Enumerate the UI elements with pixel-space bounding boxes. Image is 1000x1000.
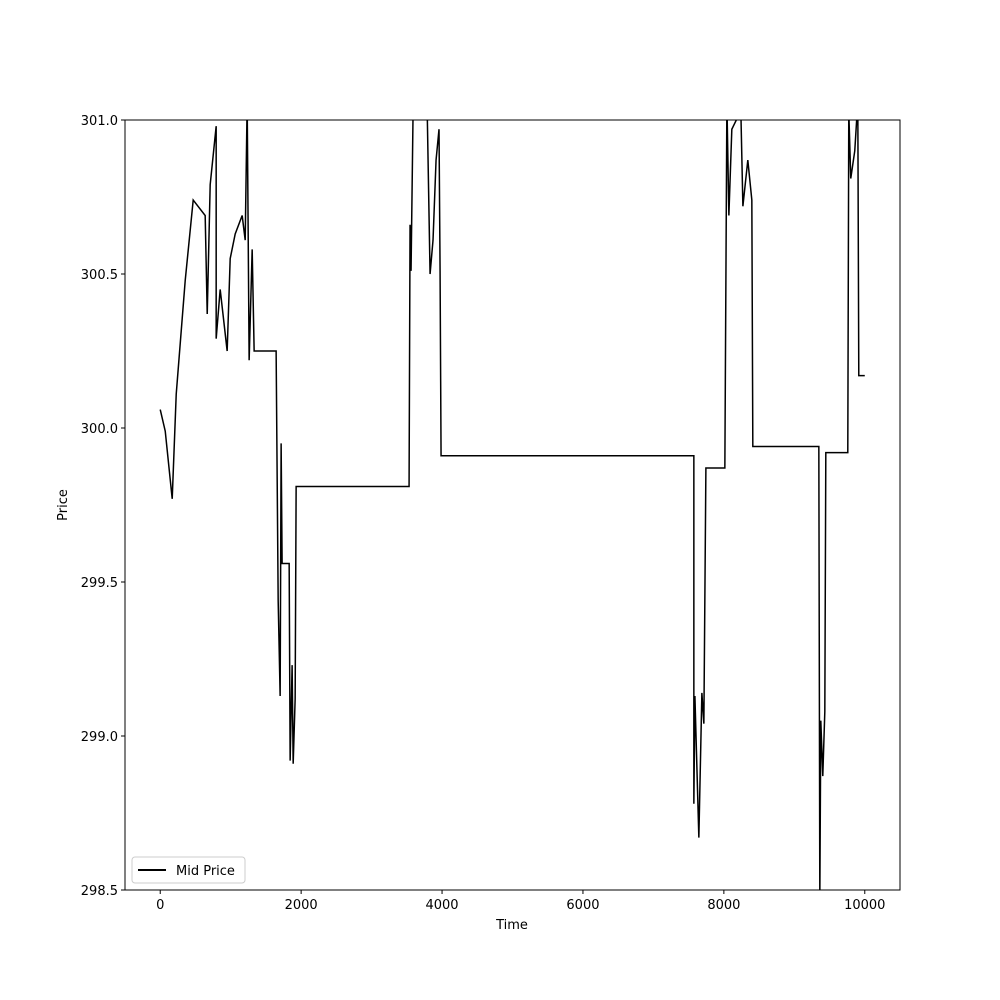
x-tick-label: 0 xyxy=(156,898,164,913)
y-tick-label: 299.0 xyxy=(81,730,118,745)
y-tick-label: 300.5 xyxy=(81,268,118,283)
y-tick-label: 300.0 xyxy=(81,422,118,437)
plot-frame xyxy=(124,119,901,891)
x-tick-label: 8000 xyxy=(707,898,740,913)
legend-box xyxy=(131,856,246,884)
price-line xyxy=(159,120,865,890)
x-tick-label: 10000 xyxy=(844,898,885,913)
y-tick-label: 298.5 xyxy=(81,884,118,899)
x-tick-label: 4000 xyxy=(425,898,458,913)
x-axis-label: Time xyxy=(495,918,528,933)
y-tick-label: 301.0 xyxy=(81,114,118,129)
y-tick-label: 299.5 xyxy=(81,576,118,591)
legend-label: Mid Price xyxy=(176,864,235,879)
x-tick-label: 2000 xyxy=(285,898,318,913)
x-tick-label: 6000 xyxy=(566,898,599,913)
y-axis-label: Price xyxy=(56,489,71,521)
